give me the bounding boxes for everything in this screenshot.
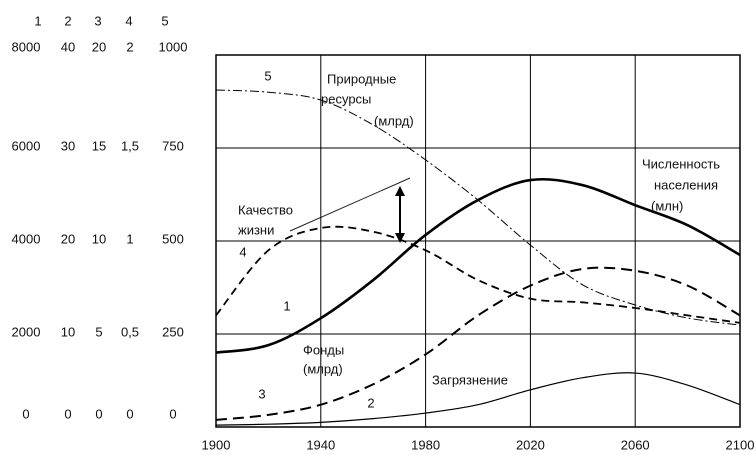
y-tick-label: 40 <box>61 39 75 54</box>
x-tick-label: 2020 <box>516 437 545 452</box>
arrow-head <box>395 233 405 243</box>
y-tick-label: 20 <box>92 39 106 54</box>
arrow-head <box>395 186 405 196</box>
series-label: 1 <box>283 298 290 313</box>
x-tick-label: 2060 <box>621 437 650 452</box>
y-tick-label: 1000 <box>159 39 188 54</box>
axis-number: 4 <box>125 13 132 28</box>
y-tick-label: 250 <box>162 324 184 339</box>
y-tick-label: 10 <box>61 324 75 339</box>
series-line <box>215 89 741 326</box>
y-tick-label: 5 <box>95 324 102 339</box>
y-tick-label: 15 <box>92 138 106 153</box>
y-tick-label: 0 <box>169 406 176 421</box>
y-tick-label: 4000 <box>12 231 41 246</box>
series-label: 2 <box>367 395 374 410</box>
y-tick-label: 2000 <box>12 324 41 339</box>
y-tick-label: 0 <box>95 406 102 421</box>
annotation: Загрязнение <box>432 372 508 387</box>
annotation: (млрд) <box>374 113 414 128</box>
annotation: (млрд) <box>303 361 343 376</box>
x-tick-label: 1900 <box>202 437 231 452</box>
y-tick-label: 1 <box>126 231 133 246</box>
y-tick-label: 500 <box>162 231 184 246</box>
y-tick-label: 20 <box>61 231 75 246</box>
series-line <box>215 225 741 324</box>
axis-number: 5 <box>161 13 168 28</box>
annotation: Фонды <box>303 342 344 357</box>
y-tick-label: 0 <box>22 406 29 421</box>
annotation: (млн) <box>651 198 683 213</box>
y-tick-label: 10 <box>92 231 106 246</box>
y-tick-label: 1,5 <box>121 138 139 153</box>
annotation: ресурсы <box>321 91 371 106</box>
x-tick-label: 2100 <box>726 437 755 452</box>
annotation: Качество <box>238 202 293 217</box>
annotation: Численность <box>642 156 720 171</box>
annotation: населения <box>654 177 718 192</box>
x-tick-label: 1940 <box>306 437 335 452</box>
series-label: 3 <box>258 386 265 401</box>
axis-number: 1 <box>34 13 41 28</box>
reference-line <box>289 177 411 232</box>
y-tick-label: 30 <box>61 138 75 153</box>
y-tick-label: 0,5 <box>121 324 139 339</box>
y-tick-label: 8000 <box>12 39 41 54</box>
series-line <box>215 266 741 421</box>
y-tick-label: 0 <box>64 406 71 421</box>
x-tick-label: 1980 <box>411 437 440 452</box>
y-tick-label: 6000 <box>12 138 41 153</box>
y-tick-label: 0 <box>126 406 133 421</box>
series-label: 4 <box>239 244 246 259</box>
series-label: 5 <box>264 68 271 83</box>
series-line <box>215 372 741 426</box>
annotation: жизни <box>238 222 274 237</box>
y-tick-label: 750 <box>162 138 184 153</box>
annotation: Природные <box>327 71 396 86</box>
axis-number: 2 <box>64 13 71 28</box>
axis-number: 3 <box>94 13 101 28</box>
y-tick-label: 2 <box>126 39 133 54</box>
